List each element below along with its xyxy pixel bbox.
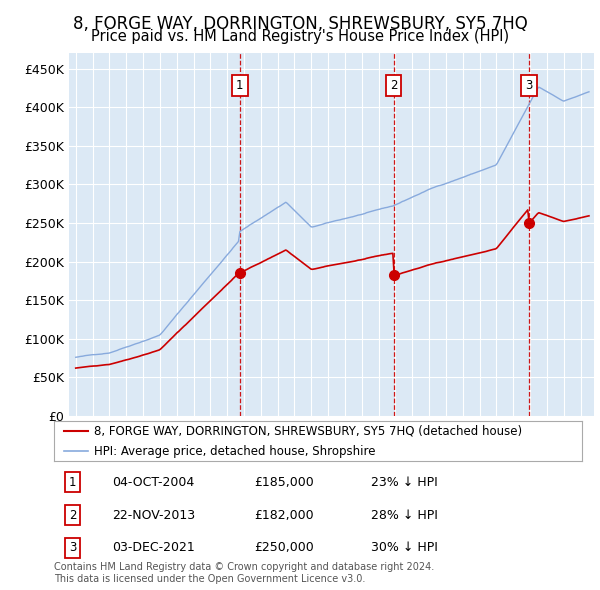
Text: 03-DEC-2021: 03-DEC-2021 (112, 541, 195, 554)
Text: Price paid vs. HM Land Registry's House Price Index (HPI): Price paid vs. HM Land Registry's House … (91, 30, 509, 44)
Text: 8, FORGE WAY, DORRINGTON, SHREWSBURY, SY5 7HQ: 8, FORGE WAY, DORRINGTON, SHREWSBURY, SY… (73, 15, 527, 33)
Text: £185,000: £185,000 (254, 476, 314, 489)
Text: 3: 3 (525, 79, 532, 92)
Text: 8, FORGE WAY, DORRINGTON, SHREWSBURY, SY5 7HQ (detached house): 8, FORGE WAY, DORRINGTON, SHREWSBURY, SY… (94, 425, 522, 438)
Text: 1: 1 (236, 79, 244, 92)
Text: 28% ↓ HPI: 28% ↓ HPI (371, 509, 437, 522)
Text: 30% ↓ HPI: 30% ↓ HPI (371, 541, 437, 554)
Text: HPI: Average price, detached house, Shropshire: HPI: Average price, detached house, Shro… (94, 445, 375, 458)
Text: 1: 1 (69, 476, 76, 489)
Text: £182,000: £182,000 (254, 509, 314, 522)
Text: £250,000: £250,000 (254, 541, 314, 554)
Text: 2: 2 (390, 79, 397, 92)
Text: 3: 3 (69, 541, 76, 554)
Text: 04-OCT-2004: 04-OCT-2004 (112, 476, 194, 489)
Text: 22-NOV-2013: 22-NOV-2013 (112, 509, 195, 522)
Text: Contains HM Land Registry data © Crown copyright and database right 2024.
This d: Contains HM Land Registry data © Crown c… (54, 562, 434, 584)
Text: 23% ↓ HPI: 23% ↓ HPI (371, 476, 437, 489)
Text: 2: 2 (69, 509, 76, 522)
